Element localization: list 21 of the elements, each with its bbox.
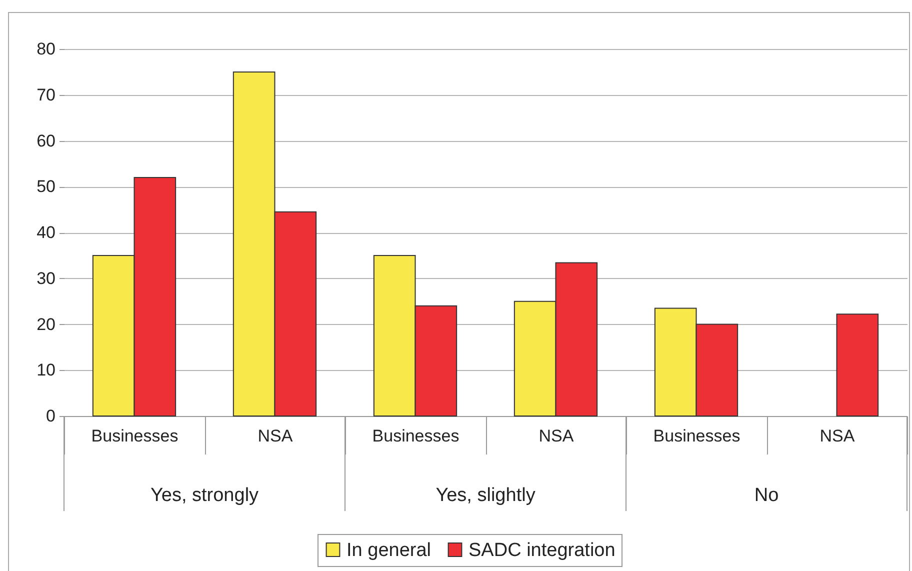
x-tick-label: Businesses	[91, 426, 178, 446]
legend-label: SADC integration	[468, 540, 616, 561]
y-tick-label: 30	[36, 268, 56, 288]
x-tick-label: NSA	[258, 426, 294, 446]
y-tick-label: 40	[36, 223, 56, 242]
text: Yes, strongly	[150, 485, 260, 506]
text: No	[754, 485, 779, 506]
x-tick-label: NSA	[820, 426, 856, 446]
y-tick-label: 60	[36, 131, 56, 150]
bar	[836, 314, 879, 416]
x-tick-label: Businesses	[653, 426, 740, 446]
legend-label: In general	[346, 540, 432, 561]
y-tick-label: 10	[36, 360, 56, 380]
y-tick-label: 80	[36, 40, 56, 58]
y-tick-label: 20	[36, 314, 56, 334]
x-tick-label: NSA	[538, 426, 574, 446]
y-tick-label: 50	[36, 177, 56, 196]
text: Yes, slightly	[436, 485, 536, 506]
y-tick-label: 70	[36, 85, 56, 104]
x-tick-label: Businesses	[372, 426, 460, 446]
y-tick-label: 0	[46, 406, 56, 426]
